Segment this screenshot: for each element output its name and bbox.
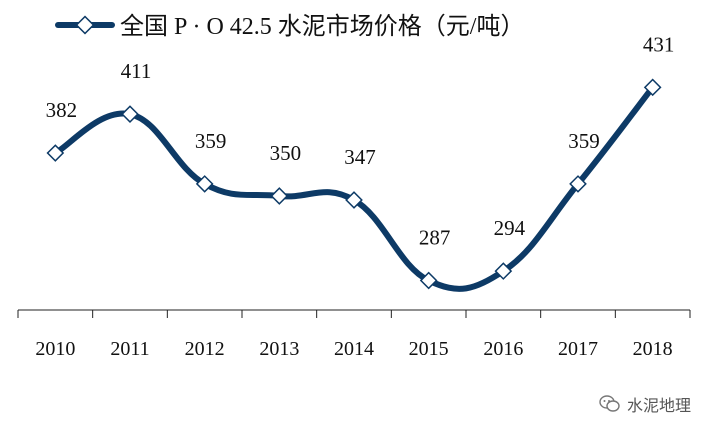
x-tick-label-2018: 2018 bbox=[633, 338, 673, 360]
x-tick-label-2017: 2017 bbox=[558, 338, 598, 360]
legend-marker bbox=[75, 15, 95, 35]
x-tick-label-2013: 2013 bbox=[259, 338, 299, 360]
x-axis-tick-labels: 2010 2011 2012 2013 2014 2015 2016 2017 2018 bbox=[35, 338, 672, 360]
x-tick-label-2011: 2011 bbox=[110, 338, 149, 360]
data-point-2017 bbox=[569, 175, 587, 193]
x-tick-label-2010: 2010 bbox=[35, 338, 75, 360]
data-point-2018 bbox=[643, 78, 662, 97]
x-tick-label-2014: 2014 bbox=[334, 338, 374, 360]
data-label-2015: 287 bbox=[419, 225, 451, 249]
data-label-2018: 431 bbox=[643, 32, 675, 56]
data-point-2011 bbox=[121, 105, 139, 123]
series-line bbox=[52, 84, 656, 292]
x-tick-label-2016: 2016 bbox=[483, 338, 523, 360]
data-label-2017: 359 bbox=[568, 129, 600, 153]
x-axis-ticks bbox=[17, 310, 691, 318]
data-label-2014: 347 bbox=[344, 145, 376, 169]
data-label-2011: 411 bbox=[121, 59, 152, 83]
data-label-2012: 359 bbox=[195, 129, 227, 153]
x-tick-label-2015: 2015 bbox=[409, 338, 449, 360]
watermark: 水泥地理 bbox=[599, 392, 691, 416]
watermark-text: 水泥地理 bbox=[626, 396, 691, 415]
data-label-2010: 382 bbox=[46, 98, 78, 122]
data-labels: 382 411 359 350 347 287 294 359 431 bbox=[46, 32, 675, 249]
series-markers bbox=[46, 78, 662, 290]
data-point-2014 bbox=[345, 191, 363, 209]
wechat-icon bbox=[599, 395, 620, 412]
legend: 全国 P · O 42.5 水泥市场价格（元/吨） bbox=[55, 13, 524, 40]
data-label-2013: 350 bbox=[270, 141, 302, 165]
data-label-2016: 294 bbox=[494, 216, 526, 240]
legend-label: 全国 P · O 42.5 水泥市场价格（元/吨） bbox=[120, 13, 524, 40]
x-tick-label-2012: 2012 bbox=[185, 338, 225, 360]
data-point-2010 bbox=[46, 144, 65, 162]
data-point-2015 bbox=[419, 271, 438, 290]
data-point-2012 bbox=[195, 175, 214, 193]
data-point-2013 bbox=[270, 187, 289, 205]
data-point-2016 bbox=[494, 262, 513, 280]
